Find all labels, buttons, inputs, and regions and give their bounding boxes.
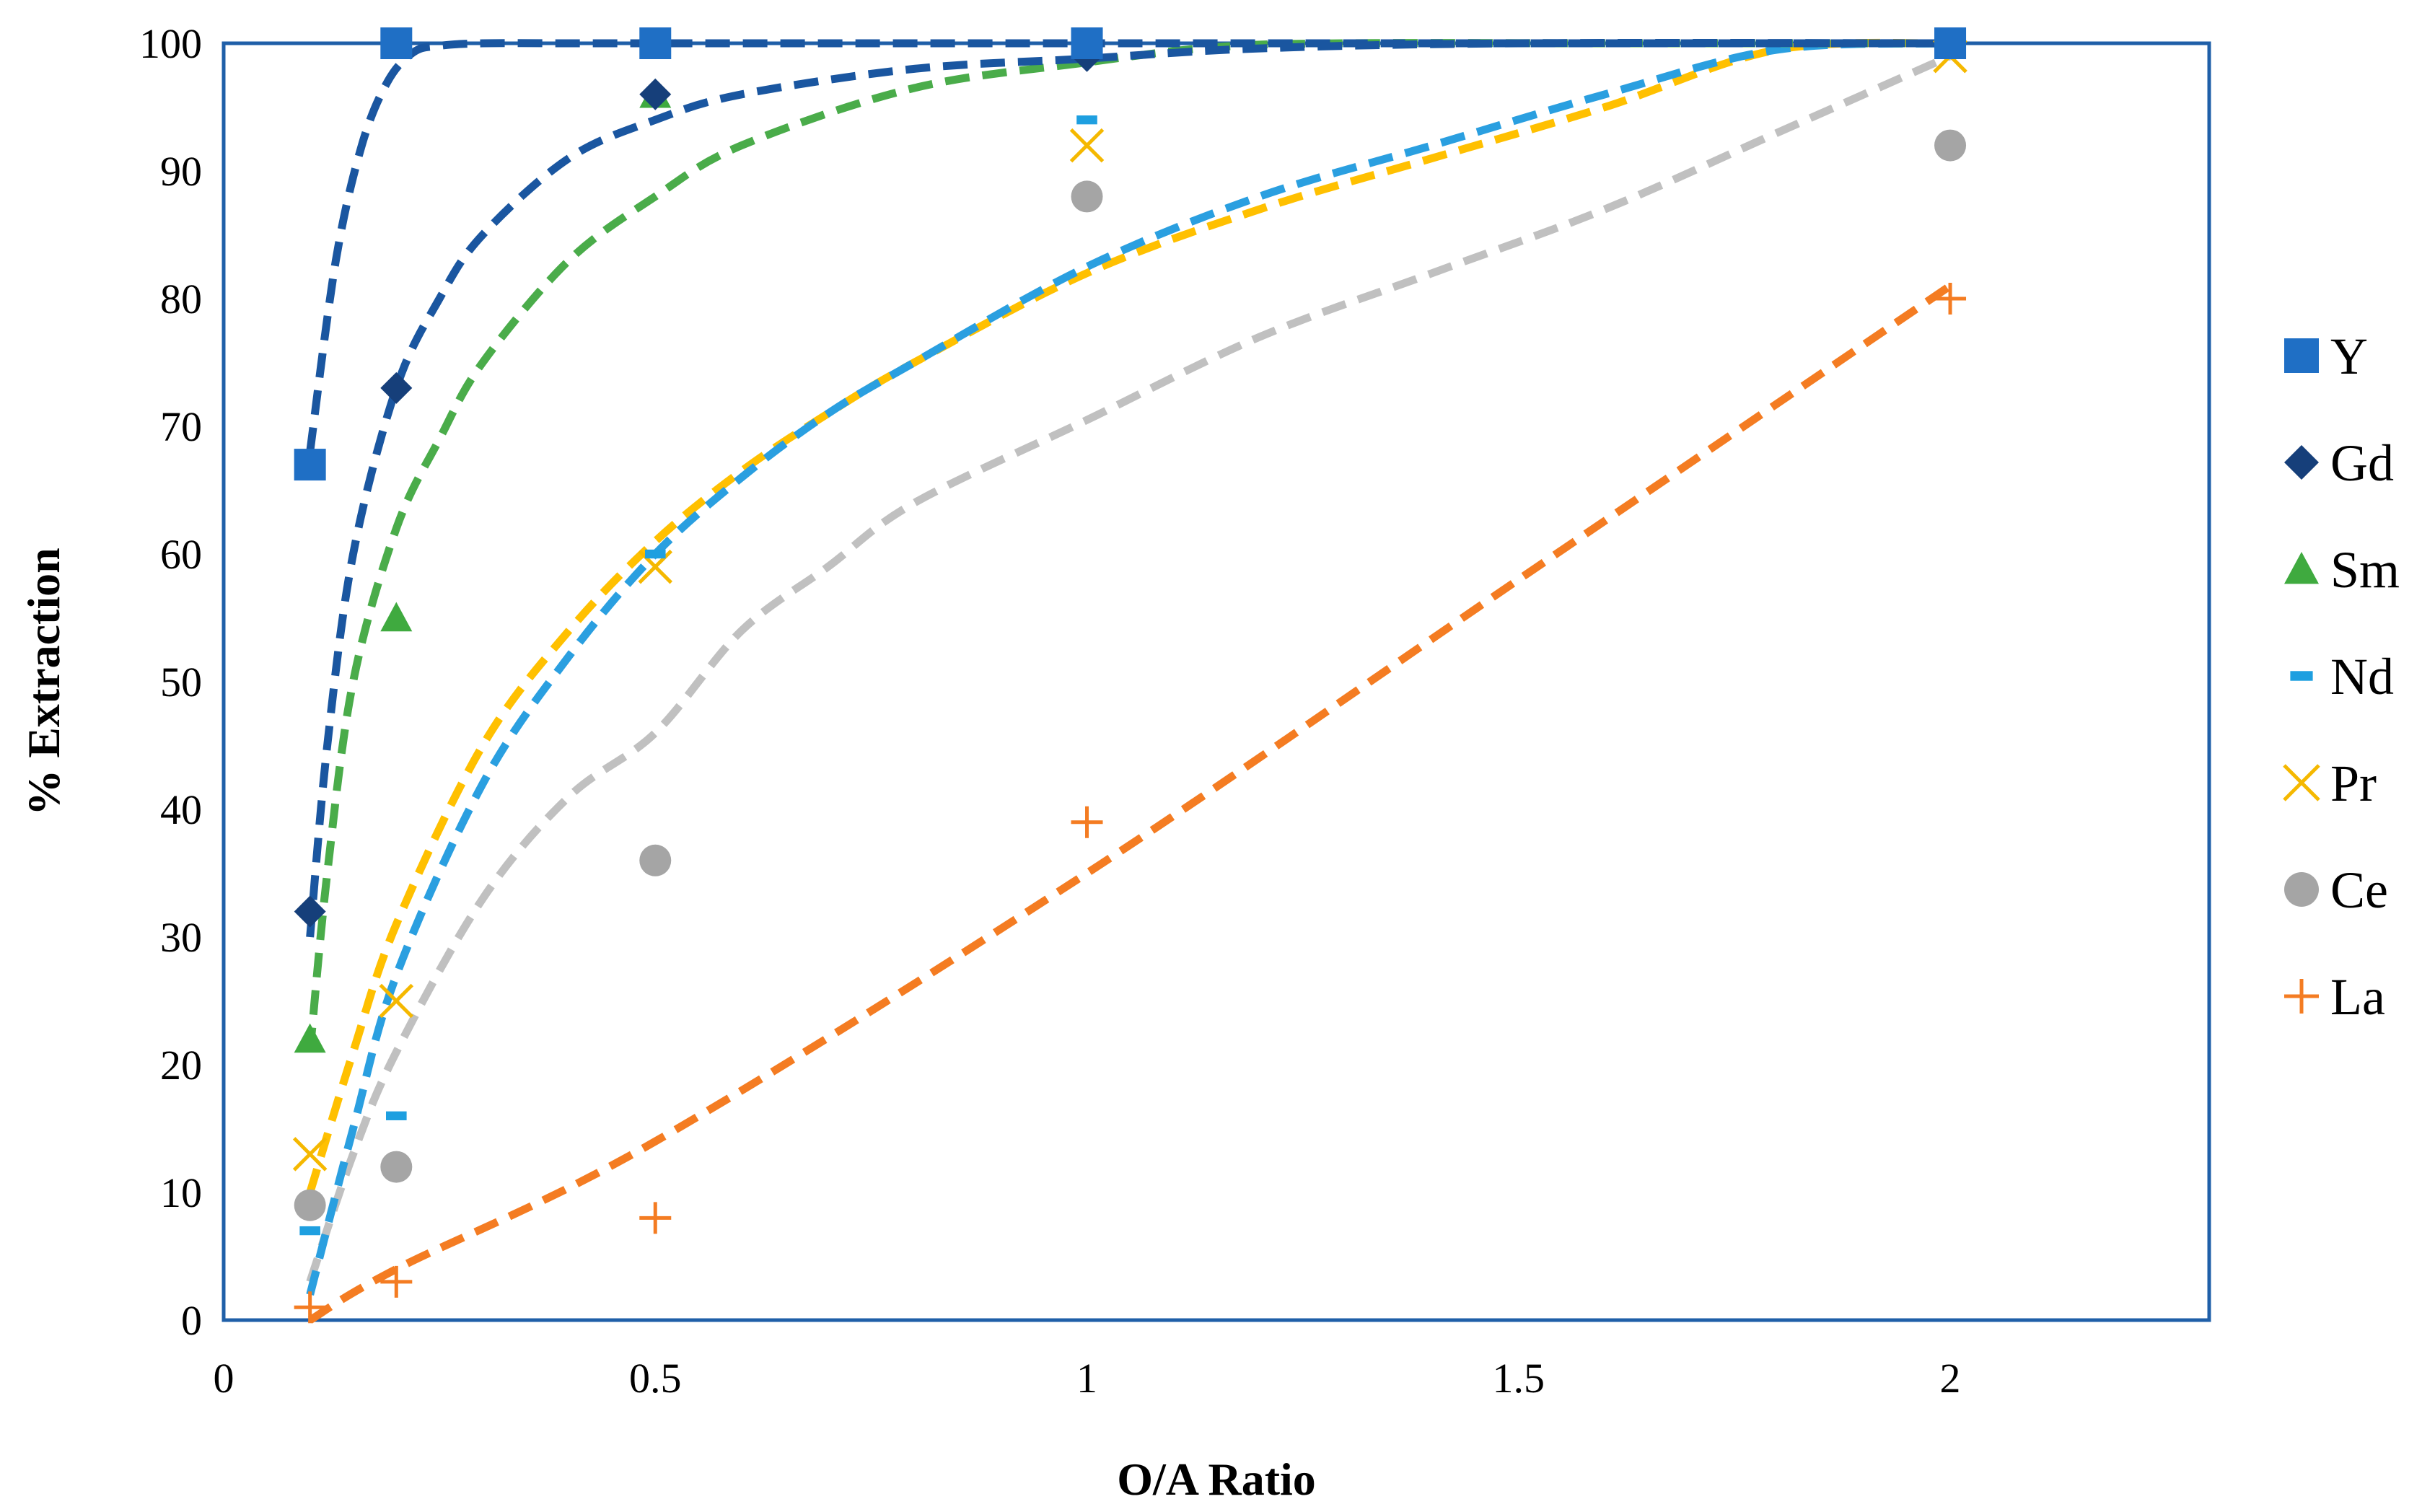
point-pr-1	[379, 983, 414, 1019]
point-nd-1	[386, 1111, 407, 1120]
point-y-1	[380, 27, 413, 59]
x-tick-label-0: 0	[214, 1355, 234, 1402]
legend-label-gd: Gd	[2330, 434, 2394, 492]
y-tick-label-10: 10	[160, 1169, 202, 1216]
legend-label-y: Y	[2330, 328, 2368, 385]
point-y-3	[1071, 27, 1103, 59]
legend-label-la: La	[2330, 968, 2385, 1026]
legend-marker-y	[2284, 338, 2319, 373]
legend-marker-sm	[2284, 552, 2319, 584]
y-tick-label-90: 90	[160, 148, 202, 195]
legend-label-nd: Nd	[2330, 648, 2394, 706]
legend-marker-pr	[2283, 764, 2320, 801]
point-ce-2	[639, 844, 672, 876]
point-sm-1	[380, 602, 413, 632]
point-gd-1	[380, 372, 413, 404]
y-axis-title: % Extraction	[18, 548, 69, 816]
point-la-4	[1934, 283, 1967, 315]
y-tick-label-0: 0	[181, 1297, 202, 1344]
point-ce-3	[1071, 180, 1103, 213]
point-gd-2	[639, 78, 672, 110]
point-la-1	[380, 1265, 413, 1298]
y-axis-ticks: 0 10 20 30 40 50 60 70 80 90 100	[139, 20, 202, 1344]
trendlines	[306, 38, 1953, 1324]
point-la-3	[1071, 806, 1103, 838]
y-tick-label-100: 100	[139, 20, 202, 67]
point-sm-0	[294, 1023, 326, 1053]
x-tick-label-0-5: 0.5	[629, 1355, 682, 1402]
x-tick-label-2: 2	[1940, 1355, 1961, 1402]
trendline-sm	[306, 39, 1950, 1052]
trendline-pr	[306, 38, 1951, 1194]
legend-marker-la	[2284, 979, 2319, 1014]
x-tick-label-1: 1	[1076, 1355, 1097, 1402]
trendline-ce	[306, 52, 1952, 1283]
point-gd-0	[294, 895, 326, 928]
point-y-0	[294, 449, 326, 481]
trendline-la	[307, 282, 1953, 1324]
x-axis-ticks: 0 0.5 1 1.5 2	[214, 1355, 1961, 1402]
point-la-0	[294, 1291, 326, 1324]
legend-label-pr: Pr	[2330, 755, 2377, 812]
point-y-2	[639, 27, 672, 59]
y-tick-label-40: 40	[160, 786, 202, 833]
point-nd-0	[299, 1226, 320, 1236]
point-ce-1	[380, 1151, 413, 1183]
trendline-y	[306, 39, 1950, 453]
point-pr-3	[1069, 128, 1105, 163]
data-markers	[292, 27, 1967, 1324]
plot-area	[221, 41, 2211, 1322]
y-tick-label-50: 50	[160, 659, 202, 706]
legend-marker-gd	[2284, 445, 2319, 480]
legend: Y Gd Sm Nd Pr Ce La	[2283, 328, 2400, 1026]
point-ce-4	[1934, 129, 1967, 162]
point-y-4	[1934, 27, 1967, 59]
legend-marker-ce	[2284, 872, 2319, 907]
y-tick-label-80: 80	[160, 276, 202, 322]
point-pr-2	[638, 549, 673, 584]
legend-marker-nd	[2290, 671, 2313, 681]
point-ce-0	[294, 1189, 326, 1221]
x-axis-title: O/A Ratio	[1117, 1454, 1316, 1505]
y-tick-label-20: 20	[160, 1042, 202, 1089]
point-la-2	[639, 1202, 672, 1234]
legend-label-ce: Ce	[2330, 861, 2388, 919]
point-nd-2	[644, 549, 666, 559]
legend-label-sm: Sm	[2330, 541, 2400, 599]
x-tick-label-1-5: 1.5	[1493, 1355, 1545, 1402]
trendline-nd	[306, 39, 1951, 1296]
point-pr-0	[292, 1137, 328, 1172]
y-tick-label-60: 60	[160, 531, 202, 578]
point-nd-3	[1076, 115, 1097, 125]
y-tick-label-30: 30	[160, 914, 202, 961]
y-tick-label-70: 70	[160, 403, 202, 450]
